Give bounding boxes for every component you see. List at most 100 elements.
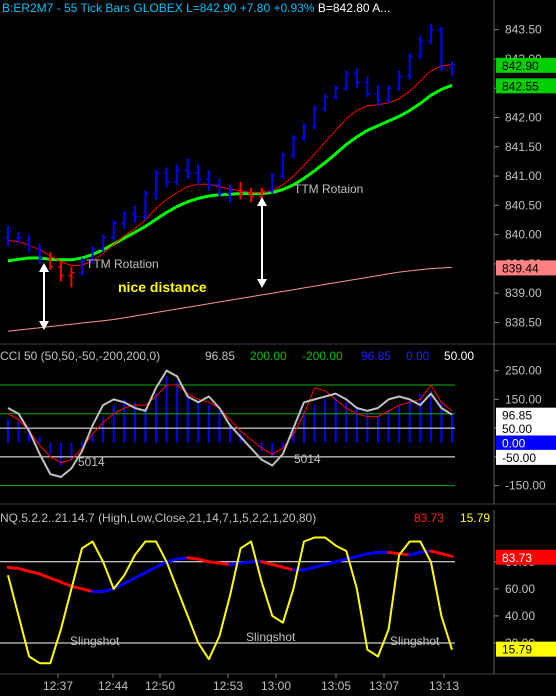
price-price-tag [496,260,556,276]
time-tick-label: 12:37 [43,679,73,693]
cci-price-tag-label: -50.00 [502,451,536,465]
cci-trigger-line [7,384,453,464]
time-tick-label: 13:00 [261,679,291,693]
osc-slow-line-segment [143,565,158,575]
price-ytick-label: 840.50 [505,198,542,212]
price-price-tag-label: 839.44 [502,261,539,275]
osc-price-tag-label: 83.73 [502,551,532,565]
osc-slow-line-segment [334,557,348,564]
price-header-part: B=842.80 [315,1,370,15]
cci-pane[interactable]: 250.00 150.00 50.00 -50.00 -150.00 CCI 50 (50… [0,344,556,505]
osc-ytick-label: 40.00 [505,609,535,623]
osc-slow-line-segment [260,560,274,567]
osc-slow-line-segment [186,556,200,561]
cci-5014-label: 5014 [294,452,321,466]
cci-legend-value: 0.00 [406,349,430,363]
price-header-part: B:ER2M7 - 55 Tick Bars GLOBEX [2,1,183,15]
osc-slow-line-segment [122,576,137,585]
osc-slow-line-segment [38,572,52,580]
cci-legend-value: -200.00 [302,349,343,363]
osc-slow-line-segment [59,580,73,588]
cci-title: CCI 50 (50,50,-50,-200,200,0) [0,349,160,363]
osc-slow-line-segment [217,561,232,567]
price-ytick-label: 841.50 [505,140,542,154]
time-tick-label: 13:07 [369,679,399,693]
price-price-tag-label: 842.55 [502,79,539,93]
osc-slow-line-segment [228,561,243,567]
cci-price-tag [496,407,556,423]
price-price-tag [496,78,556,94]
cci-price-tag-label: 0.00 [502,437,526,451]
cci-ytick-label: -150.00 [505,479,546,493]
time-tick-label: 12:53 [213,679,243,693]
cci-ytick-label: 150.00 [505,392,542,406]
cci-price-tag-label: 50.00 [502,422,532,436]
osc-slow-line-segment [6,565,21,571]
osc-slow-line-segment [387,550,401,556]
time-tick-label: 12:50 [145,679,175,693]
price-pane[interactable]: 843.50843.00842.50842.00841.50841.00840.… [0,0,556,345]
osc-slow-line-segment [239,560,253,565]
price-header-part: A... [370,1,391,15]
cci-line [7,369,453,478]
price-ytick-label: 842.00 [505,111,542,125]
osc-slow-line-segment [365,550,380,556]
osc-slow-line-segment [165,557,179,564]
time-tick-label: 13:05 [321,679,351,693]
osc-slow-line-segment [175,556,190,561]
osc-slow-line-segment [270,563,285,569]
nice-distance-label: nice distance [118,279,207,295]
osc-slow-line-segment [17,567,31,573]
osc-price-tag-label: 15.79 [502,643,532,657]
cci-price-tag [496,421,556,437]
osc-slow-line-segment [281,565,295,572]
osc-slow-line-segment [355,552,369,558]
osc-slow-line-segment [80,587,95,594]
osc-slow-line-segment [154,560,169,569]
cci-legend-value: 50.00 [444,349,474,363]
osc-slow-line-segment [313,563,327,569]
price-ytick-label: 840.00 [505,228,542,242]
cci-price-tag-label: 96.85 [502,409,532,423]
osc-slow-line-segment [48,576,63,584]
distance-arrow-head [257,197,267,206]
price-price-tag [496,57,556,73]
osc-price-tag [496,549,556,565]
price-ytick-label: 838.50 [505,315,542,329]
distance-arrow-head [39,321,49,330]
cci-price-tag [496,435,556,451]
time-axis: 12:37 12:44 12:50 12:53 13:00 13:05 13:07 13:13 [43,674,459,693]
price-header: B:ER2M7 - 55 Tick Bars GLOBEX L=842.90 +… [2,1,390,15]
osc-slow-line-segment [408,550,422,557]
osc-slow-line-segment [429,549,443,556]
osc-fast-line [7,536,453,665]
price-ytick-label: 843.50 [505,23,542,37]
long-average-line [7,266,453,332]
distance-arrow-head [39,263,49,272]
price-price-tag-label: 842.90 [502,59,539,73]
price-header-part: L=842.90 [183,1,237,15]
osc-slow-line-segment [69,584,84,591]
osc-slow-line-segment [101,587,116,594]
osc-price-tag [496,641,556,657]
osc-ytick-label: 60.00 [505,582,535,596]
slingshot-label: Slingshot [246,630,296,644]
osc-slow-line-segment [439,552,454,558]
ttm-rotaion-label: TTM Rotaion [294,182,363,196]
distance-arrow-head [257,279,267,288]
osc-slow-line-segment [196,557,211,564]
osc-slow-line-segment [302,565,317,572]
osc-slow-line-segment [323,560,338,567]
time-tick-label: 12:44 [98,679,128,693]
slingshot-label: Slingshot [390,634,440,648]
osc-slow-line-segment [133,571,147,580]
osc-title: NQ.5.2.2..21.14.7 (High,Low,Close,21,14,… [0,511,316,525]
osc-legend-value: 15.79 [460,511,490,525]
cci-legend-value: 96.85 [361,349,391,363]
osc-slow-line-segment [27,569,42,576]
price-header-part: +0.93% [270,1,315,15]
slingshot-label: Slingshot [70,634,120,648]
